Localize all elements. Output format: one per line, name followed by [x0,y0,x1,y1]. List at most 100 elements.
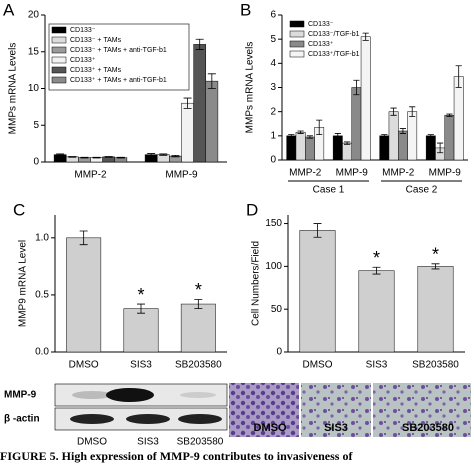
bar [379,135,390,161]
legend-swatch [51,26,67,34]
micrograph-label: SB203580 [402,422,454,434]
x-tick-label: SIS3 [130,360,152,371]
error-bar [316,119,323,136]
blot-lane-label: SIS3 [137,437,159,448]
error-bar [455,65,462,88]
error-bar [362,32,369,41]
bar [205,80,219,163]
error-bar [409,106,416,117]
error-bar [353,79,360,96]
y-tick-label: 100 [265,261,282,272]
bar [342,142,353,161]
y-tick-label: 150 [265,218,282,229]
micrograph-label: DMSO [254,422,287,434]
micrograph-label: SIS3 [324,422,348,434]
y-tick-label: 0 [270,155,276,166]
y-axis-label: MMPs mRNA Levels [245,42,256,134]
significance-mark: * [373,248,380,268]
error-bar [104,156,113,158]
legend-label: CD133⁻/TGF-b1 [308,31,360,38]
y-tick-label: 50 [271,304,283,315]
error-bar [92,156,101,159]
y-tick-label: 3 [270,82,276,93]
panel-label: B [240,0,251,19]
bar [181,102,194,163]
legend-swatch [51,46,67,54]
bar [65,156,79,163]
bar [180,303,216,353]
blot-lane-label: SB203580 [177,437,224,448]
micrograph [301,383,371,437]
y-axis-label: Cell Numbers/Field [251,241,262,326]
legend-label: CD133⁻ + TAMs [70,37,122,44]
error-bar [431,263,440,270]
error-bar [344,141,351,145]
y-tick-label: 6 [270,10,276,21]
legend-swatch [51,76,67,84]
y-tick-label: 1 [270,130,276,141]
blot [54,383,228,431]
caption: FIGURE 5. High expression of MMP-9 contr… [0,449,353,463]
panel-label: A [3,0,15,19]
legend-swatch [289,20,305,28]
x-tick-label: MMP-2 [74,170,107,181]
error-bar [56,153,65,156]
bar [360,36,371,161]
bar [388,111,399,161]
error-bar [137,303,145,314]
bar [66,237,102,353]
x-tick-label: MMP-2 [289,168,322,179]
group-label: Case 2 [406,185,438,196]
significance-mark: * [432,245,439,265]
x-tick-label: SB203580 [175,360,222,371]
error-bar [116,156,125,159]
error-bar [313,223,322,238]
x-tick-label: DMSO [303,360,333,371]
y-tick-label: 1.0 [35,232,49,243]
error-bar [183,97,192,109]
band [180,392,216,398]
bar [425,135,436,161]
error-bar [68,156,77,158]
y-tick-label: 2 [270,106,276,117]
legend-label: CD133⁻ + TAMs + anti-TGF-b1 [70,47,167,54]
band [178,414,222,424]
significance-mark: * [195,280,202,300]
bar [417,266,454,353]
y-axis-label: MMP9 mRNA Level [18,240,29,327]
error-bar [399,128,406,134]
legend-swatch [289,50,305,58]
error-bar [297,130,304,134]
error-bar [381,134,388,138]
error-bar [79,230,88,246]
legend-label: CD133⁺ + TAMs [70,67,122,74]
bar [444,115,455,161]
x-tick-label: MMP-2 [382,168,415,179]
micrograph [373,383,471,437]
panel-label: D [246,200,258,219]
error-bar [159,153,168,156]
bar [351,87,362,161]
bar [358,270,395,353]
y-tick-label: 5 [33,120,39,131]
x-tick-label: MMP-9 [336,168,369,179]
x-tick-label: MMP-9 [429,168,462,179]
bar [102,156,116,163]
blot-row-label: β -actin [4,414,40,425]
bar [193,44,207,163]
blot-lane-label: DMSO [77,437,107,448]
y-tick-label: 0 [33,157,39,168]
error-bar [171,154,180,158]
error-bar [390,107,397,116]
y-tick-label: 5 [270,34,276,45]
micrograph [229,383,299,437]
error-bar [372,266,381,275]
significance-mark: * [137,285,144,305]
bar [407,111,418,161]
legend-swatch [289,40,305,48]
band [106,388,154,402]
error-bar [80,156,89,159]
error-bar [306,135,313,139]
bar [299,230,336,353]
error-bar [207,73,216,89]
